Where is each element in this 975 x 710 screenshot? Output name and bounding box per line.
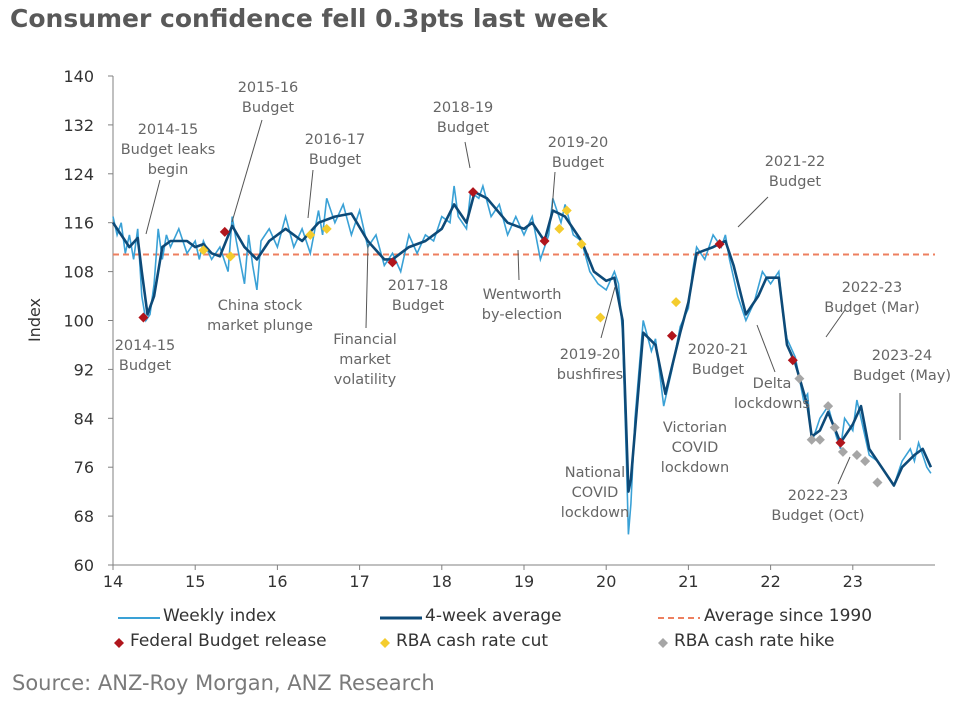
annotation-delta: Delta lockdowns [734, 376, 810, 412]
arrow [365, 243, 369, 329]
legend-hike-swatch [658, 638, 668, 648]
x-tick-label: 23 [843, 572, 863, 591]
budget-marker [666, 330, 677, 341]
annotation-2017-18-budget: 2017-18 Budget [387, 278, 449, 314]
annotation-wentworth: Wentworth by-election [481, 287, 563, 323]
x-tick-label: 14 [103, 572, 123, 591]
legend-avg4: 4-week average [425, 606, 562, 626]
rba-cut-marker [554, 223, 565, 234]
rba-cut-marker [576, 239, 587, 250]
rba-cut-marker [561, 205, 572, 216]
legend-hike: RBA cash rate hike [674, 631, 835, 651]
annotation-2015-16-budget: 2015-16 Budget [237, 80, 299, 116]
annotation-victorian-covid: Victorian COVID lockdown [660, 420, 730, 476]
y-tick-label: 140 [63, 67, 94, 86]
y-tick-label: 108 [63, 263, 94, 282]
annotation-2022-23-mar: 2022-23 Budget (Mar) [824, 280, 920, 316]
annotation-2014-15-budget: 2014-15 Budget [114, 338, 176, 374]
x-tick-label: 21 [678, 572, 698, 591]
rba-hike-marker [872, 477, 883, 488]
budget-marker [787, 355, 798, 366]
annotation-2023-24-may: 2023-24 Budget (May) [852, 348, 952, 384]
rba-hike-marker [829, 422, 840, 433]
budget-marker [539, 236, 550, 247]
rba-hike-marker [823, 401, 834, 412]
arrow [464, 141, 471, 169]
rba-hike-marker [806, 434, 817, 445]
annotation-2022-23-oct: 2022-23 Budget (Oct) [771, 488, 865, 524]
annotation-budget-leaks: 2014-15 Budget leaks begin [120, 122, 216, 178]
annotation-2016-17-budget: 2016-17 Budget [304, 132, 366, 168]
four-week-average-line [111, 190, 933, 493]
rba-hike-marker [794, 373, 805, 384]
annotation-financial-volatility: Financial market volatility [333, 332, 397, 388]
y-tick-label: 60 [74, 556, 94, 575]
budget-marker [387, 257, 398, 268]
y-tick-label: 84 [74, 409, 94, 428]
x-tick-label: 15 [185, 572, 205, 591]
y-tick-label: 116 [63, 214, 94, 233]
x-tick-label: 19 [514, 572, 534, 591]
rba-cut-marker [671, 297, 682, 308]
arrow [307, 169, 314, 219]
rba-cut-marker [595, 312, 606, 323]
y-tick-label: 124 [63, 165, 94, 184]
x-tick-label: 18 [432, 572, 452, 591]
x-tick-label: 22 [760, 572, 780, 591]
budget-marker [138, 312, 149, 323]
budget-marker [219, 226, 230, 237]
annotation-2018-19-budget: 2018-19 Budget [432, 100, 494, 136]
legend-cut: RBA cash rate cut [396, 631, 549, 651]
y-tick-label: 68 [74, 507, 94, 526]
annotation-2020-21-budget: 2020-21 Budget [687, 342, 749, 378]
rba-hike-marker [837, 446, 848, 457]
budget-marker [835, 437, 846, 448]
rba-hike-marker [851, 449, 862, 460]
chart-source: Source: ANZ-Roy Morgan, ANZ Research [12, 671, 435, 695]
x-tick-label: 20 [596, 572, 616, 591]
arrow [145, 179, 161, 235]
arrow [231, 119, 263, 223]
budget-marker [714, 239, 725, 250]
x-tick-label: 17 [349, 572, 369, 591]
arrow [756, 324, 776, 373]
legend-average: Average since 1990 [704, 606, 873, 626]
legend-cut-swatch [380, 638, 390, 648]
annotation-china-stock: China stock market plunge [207, 298, 313, 334]
annotation-2021-22-budget: 2021-22 Budget [764, 154, 826, 190]
arrow [600, 286, 616, 339]
x-tick-label: 16 [267, 572, 287, 591]
legend-budget-swatch [114, 638, 124, 648]
annotation-2019-20-budget: 2019-20 Budget [547, 135, 609, 171]
arrow [837, 456, 851, 485]
rba-hike-marker [814, 434, 825, 445]
arrow [737, 196, 769, 228]
rba-hike-marker [860, 456, 871, 467]
legend-budget: Federal Budget release [130, 631, 327, 651]
rba-cut-marker [225, 251, 236, 262]
weekly-index-line [112, 183, 932, 535]
rba-cut-marker [198, 245, 209, 256]
y-tick-label: 76 [74, 458, 94, 477]
budget-marker [468, 187, 479, 198]
annotation-arrows [145, 119, 901, 485]
y-tick-label: 92 [74, 360, 94, 379]
annotation-bushfires: 2019-20 bushfires [556, 347, 624, 383]
y-axis-label: Index [25, 298, 44, 342]
arrow [551, 171, 556, 211]
legend-weekly: Weekly index [163, 606, 277, 626]
rba-cut-marker [321, 223, 332, 234]
arrow [517, 249, 520, 281]
y-tick-label: 100 [63, 312, 94, 331]
annotation-national-covid: National COVID lockdown [560, 465, 630, 521]
arrow [825, 309, 846, 338]
y-tick-label: 132 [63, 116, 94, 135]
chart-title: Consumer confidence fell 0.3pts last wee… [10, 4, 608, 33]
rba-cut-marker [305, 229, 316, 240]
